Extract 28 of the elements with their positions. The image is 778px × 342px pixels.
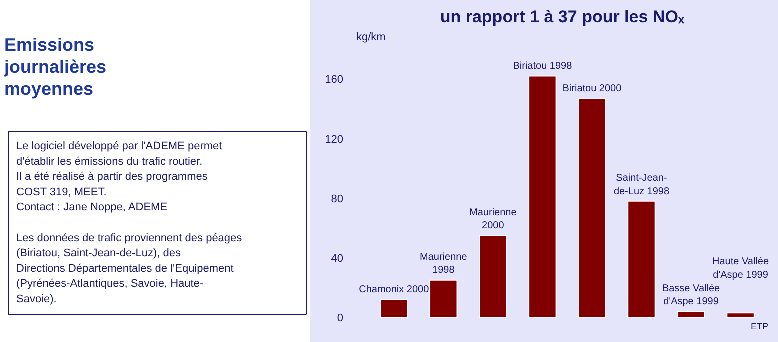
bar — [726, 312, 755, 318]
y-tick-label: 0 — [337, 312, 344, 325]
x-tick-label: Maurienne 2000 — [470, 207, 518, 232]
bar — [628, 200, 656, 318]
text: Le logiciel développé par l'ADEME permet d'établir les émissions du trafic routier. Il a été réalisé à partir des programmes COST 319, MEET. — [16, 140, 222, 198]
bar — [380, 299, 408, 318]
y-tick-label: 160 — [325, 74, 344, 86]
text: Contact : Jane Noppe, ADEME — [16, 202, 168, 214]
chart-subtitle: un rapport 1 à 37 pour les NOₓ — [440, 8, 686, 26]
x-tick-label: Haute Vallée d'Aspe 1999 — [712, 256, 770, 281]
x-tick-label: Biriatou 2000 — [562, 83, 622, 94]
bar — [528, 76, 557, 318]
bar — [677, 311, 706, 318]
x-tick-label: Biriatou 1998 — [513, 61, 573, 72]
x-tick-label: Maurienne 1998 — [420, 252, 468, 276]
x-tick-label: Chamonix 2000 — [359, 284, 430, 296]
text: Les données de trafic proviennent des péages (Biriatou, Saint-Jean-de-Luz), des Directions Départementales de l'Equipement (Pyrénées-Atlantiques, Savoie, Haute-Savoie). — [16, 232, 243, 306]
bar — [578, 98, 606, 318]
x-tick-label: Saint-Jean-de-Luz 1998 — [614, 173, 670, 198]
text: Emissions journalières moyennes — [4, 35, 107, 100]
y-tick-label: 40 — [331, 252, 344, 265]
y-tick-label: 120 — [325, 134, 344, 146]
bar — [479, 235, 508, 318]
y-axis-title: kg/km — [356, 32, 386, 44]
bar — [430, 280, 458, 318]
annotation: ETP — [750, 322, 769, 332]
y-tick-label: 80 — [331, 193, 344, 206]
x-tick-label: Basse Vallée d'Aspe 1999 — [662, 283, 721, 308]
